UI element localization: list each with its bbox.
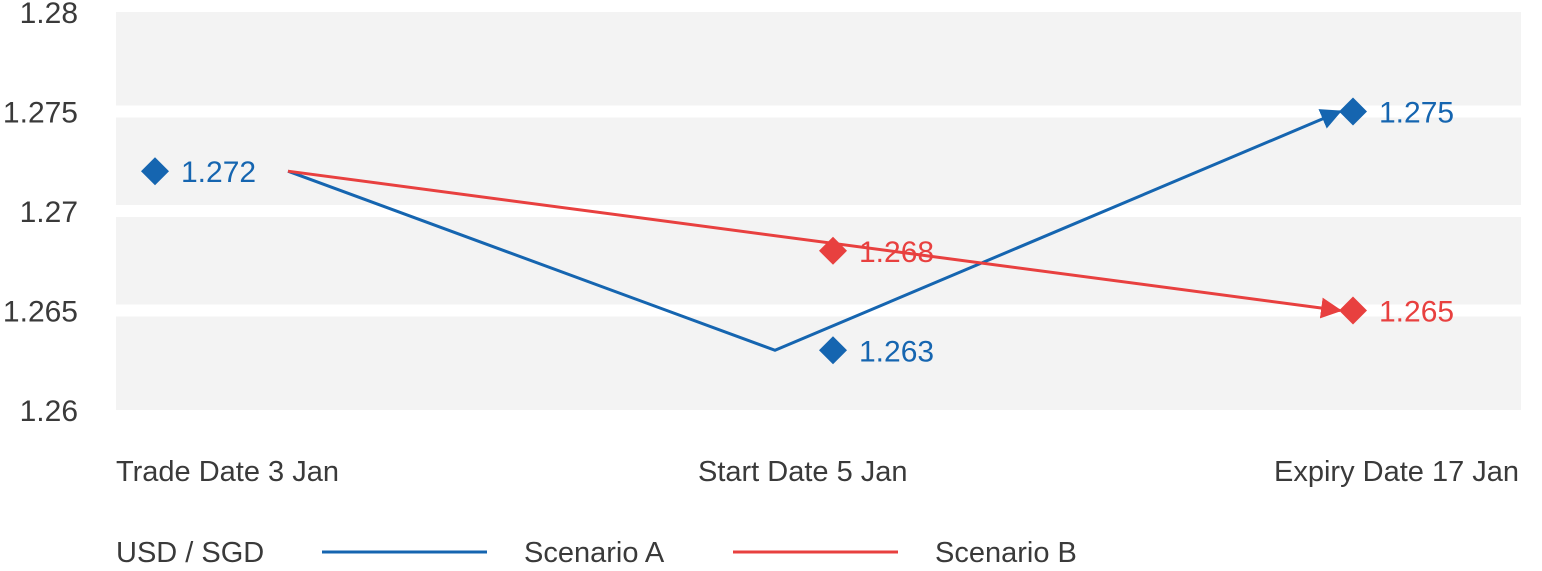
x-tick-label: Expiry Date 17 Jan xyxy=(1274,456,1519,488)
y-tick-label: 1.265 xyxy=(3,296,78,329)
y-tick-label: 1.26 xyxy=(20,395,78,428)
grid-band xyxy=(116,12,1521,106)
data-label: 1.263 xyxy=(859,335,934,368)
y-tick-label: 1.28 xyxy=(20,0,78,30)
x-tick-label: Start Date 5 Jan xyxy=(698,456,908,488)
data-marker xyxy=(819,336,847,365)
legend-label-scenario-a: Scenario A xyxy=(524,537,665,569)
legend-title: USD / SGD xyxy=(116,537,264,569)
y-tick-label: 1.27 xyxy=(20,196,78,229)
series-lines xyxy=(287,109,1343,352)
data-label: 1.272 xyxy=(181,156,256,189)
legend-label-scenario-b: Scenario B xyxy=(935,537,1077,569)
data-marker xyxy=(1339,296,1367,325)
plot-background-bands xyxy=(116,12,1521,410)
data-markers: 1.272 1.263 1.275 1.268 1.265 xyxy=(141,97,1454,368)
series-line-scenario-a xyxy=(287,109,1342,352)
data-label: 1.275 xyxy=(1379,97,1454,130)
data-marker xyxy=(819,236,847,265)
x-tick-label: Trade Date 3 Jan xyxy=(116,456,339,488)
legend: USD / SGD Scenario A Scenario B xyxy=(116,537,1077,569)
y-axis: 1.26 1.265 1.27 1.275 1.28 xyxy=(3,0,78,428)
series-line-scenario-b xyxy=(287,169,1343,319)
data-marker xyxy=(141,157,169,186)
data-label: 1.268 xyxy=(859,236,934,269)
data-marker xyxy=(1339,97,1367,126)
data-label: 1.265 xyxy=(1379,296,1454,329)
grid-band xyxy=(116,117,1521,205)
y-tick-label: 1.275 xyxy=(3,97,78,130)
grid-band xyxy=(116,217,1521,305)
x-axis: Trade Date 3 Jan Start Date 5 Jan Expiry D… xyxy=(116,456,1519,488)
